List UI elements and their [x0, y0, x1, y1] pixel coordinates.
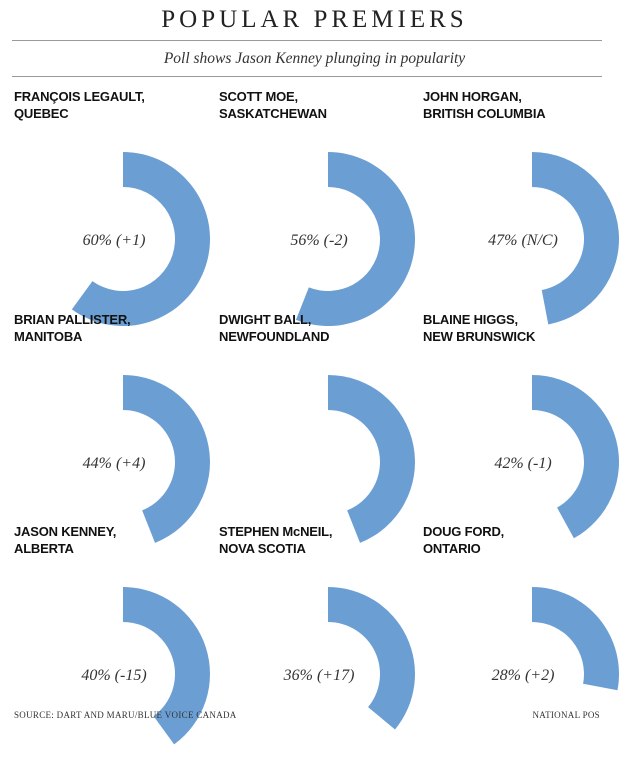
donut-arc: [532, 587, 619, 691]
donut-value-label: 40% (-15): [81, 667, 146, 684]
donut-arc: [295, 152, 415, 326]
premier-panel: BLAINE HIGGS, NEW BRUNSWICK 42% (-1): [423, 312, 623, 539]
donut-value-label: 44% (+4): [83, 455, 146, 472]
donut-chart: 56% (-2): [290, 152, 415, 326]
donut-arc: [123, 587, 210, 745]
premier-province: BRITISH COLUMBIA: [423, 106, 546, 121]
donut-arc: [328, 587, 415, 730]
premier-province: NEW BRUNSWICK: [423, 329, 536, 344]
chart-subtitle: Poll shows Jason Kenney plunging in popu…: [163, 50, 466, 67]
premier-province: SASKATCHEWAN: [219, 106, 327, 121]
donut-chart: 36% (+17): [283, 587, 415, 730]
donut-arc: [328, 375, 415, 543]
premier-province: NEWFOUNDLAND: [219, 329, 330, 344]
donut-value-label: 36% (+17): [283, 667, 355, 684]
chart-title: POPULAR PREMIERS: [161, 6, 468, 33]
source-note: SOURCE: DART AND MARU/BLUE VOICE CANADA: [14, 710, 237, 720]
premier-panel: JASON KENNEY, ALBERTA 40% (-15): [14, 524, 214, 745]
premier-panel: DOUG FORD, ONTARIO 28% (+2): [423, 524, 623, 739]
donut-chart: [328, 375, 415, 543]
premier-name: DWIGHT BALL,: [219, 312, 312, 327]
premier-province: MANITOBA: [14, 329, 83, 344]
donut-chart: 42% (-1): [494, 375, 619, 539]
premier-name: SCOTT MOE,: [219, 89, 298, 104]
donut-chart: 44% (+4): [83, 375, 210, 543]
premier-province: NOVA SCOTIA: [219, 541, 306, 556]
donut-value-label: 60% (+1): [83, 232, 146, 249]
donut-value-label: 47% (N/C): [488, 232, 558, 249]
donut-arc: [532, 152, 619, 325]
premier-province: ONTARIO: [423, 541, 481, 556]
premier-name: BLAINE HIGGS,: [423, 312, 518, 327]
premier-panel: STEPHEN McNEIL, NOVA SCOTIA 36% (+17): [219, 524, 419, 739]
donut-value-label: 42% (-1): [494, 455, 551, 472]
premier-name: BRIAN PALLISTER,: [14, 312, 131, 327]
premier-panel: BRIAN PALLISTER, MANITOBA 44% (+4): [14, 312, 214, 543]
donut-arc: [123, 375, 210, 543]
premier-panel: JOHN HORGAN, BRITISH COLUMBIA 47% (N/C): [423, 89, 623, 325]
donut-chart: 40% (-15): [81, 587, 210, 745]
premier-province: QUEBEC: [14, 106, 69, 121]
subtitle-rule: [12, 76, 602, 77]
premier-province: ALBERTA: [14, 541, 74, 556]
donut-value-label: 56% (-2): [290, 232, 347, 249]
title-rule: [12, 40, 602, 41]
premier-panel: FRANÇOIS LEGAULT, QUEBEC 60% (+1): [14, 89, 214, 326]
premier-panel: SCOTT MOE, SASKATCHEWAN 56% (-2): [219, 89, 419, 326]
premier-name: DOUG FORD,: [423, 524, 505, 539]
donut-chart: 47% (N/C): [488, 152, 619, 325]
premier-panel: DWIGHT BALL, NEWFOUNDLAND: [219, 312, 419, 543]
donut-chart: 28% (+2): [492, 587, 619, 691]
premier-name: JOHN HORGAN,: [423, 89, 522, 104]
credit-note: NATIONAL POS: [532, 710, 600, 720]
donut-arc: [71, 152, 211, 326]
premier-name: FRANÇOIS LEGAULT,: [14, 89, 145, 104]
donut-value-label: 28% (+2): [492, 667, 555, 684]
donut-arc: [532, 375, 619, 539]
premier-name: STEPHEN McNEIL,: [219, 524, 333, 539]
donut-chart: 60% (+1): [71, 152, 211, 326]
premier-name: JASON KENNEY,: [14, 524, 117, 539]
